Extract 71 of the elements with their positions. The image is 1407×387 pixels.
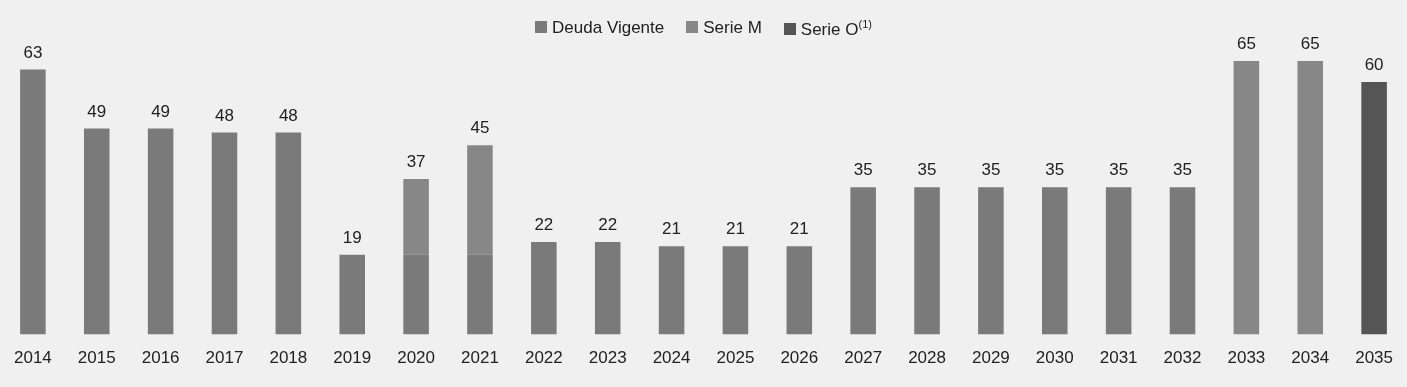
- x-tick-label: 2029: [971, 348, 1010, 368]
- x-tick-label: 2031: [1099, 348, 1138, 368]
- data-label: 35: [981, 160, 1001, 180]
- data-label: 22: [534, 215, 554, 235]
- total-label: 37: [406, 152, 426, 172]
- data-label: 21: [789, 219, 809, 239]
- data-label: 65: [1236, 34, 1256, 54]
- x-tick-label: 2019: [333, 348, 372, 368]
- bar: [275, 132, 302, 335]
- legend-label: Deuda Vigente: [552, 18, 665, 37]
- x-tick-label: 2016: [141, 348, 180, 368]
- bar: [211, 132, 238, 335]
- bar: [531, 242, 557, 335]
- x-tick-label: 2022: [524, 348, 563, 368]
- bar: [1169, 187, 1196, 335]
- data-label: 35: [1173, 160, 1192, 180]
- x-tick-label: 2021: [461, 348, 499, 368]
- bar: [403, 178, 429, 255]
- data-label: 49: [87, 101, 107, 121]
- data-label: 35: [1109, 160, 1129, 180]
- x-tick-label: 2030: [1035, 348, 1074, 368]
- bar: [1361, 82, 1387, 335]
- bar: [850, 187, 876, 335]
- bar: [594, 242, 621, 335]
- bar: [403, 254, 429, 335]
- data-label: 35: [917, 160, 937, 180]
- data-label: 60: [1364, 55, 1384, 75]
- bar: [914, 187, 940, 335]
- data-label: 21: [725, 219, 745, 239]
- data-label: 65: [1300, 34, 1320, 54]
- x-tick-label: 2024: [652, 348, 691, 368]
- bar: [786, 246, 813, 335]
- total-label: 45: [470, 118, 490, 138]
- legend-label: Serie O$^{(1)}$: [800, 18, 872, 39]
- bar: [1297, 61, 1324, 335]
- data-label: 19: [342, 227, 362, 247]
- bar: [978, 187, 1004, 335]
- bar: [339, 254, 365, 335]
- x-tick-label: 2032: [1163, 348, 1202, 368]
- x-tick-label: 2020: [397, 348, 436, 368]
- legend-label: Serie M: [703, 18, 762, 37]
- x-tick-label: 2033: [1227, 348, 1266, 368]
- bar: [467, 254, 493, 335]
- bar: [1233, 61, 1260, 335]
- x-tick-label: 2028: [908, 348, 946, 368]
- bar: [467, 145, 493, 255]
- x-tick-label: 2023: [588, 348, 627, 368]
- data-label: 21: [662, 219, 682, 239]
- x-tick-label: 2017: [205, 348, 244, 368]
- bar: [147, 128, 174, 335]
- data-label: 35: [1045, 160, 1065, 180]
- data-label: 48: [215, 105, 234, 125]
- bar: [83, 128, 110, 335]
- x-tick-label: 2035: [1355, 348, 1394, 368]
- bar: [722, 246, 749, 335]
- x-tick-label: 2025: [716, 348, 755, 368]
- x-tick-label: 2018: [269, 348, 308, 368]
- data-label: 48: [278, 105, 298, 125]
- data-label: 49: [151, 101, 171, 121]
- bar: [1105, 187, 1132, 335]
- x-tick-label: 2015: [77, 348, 116, 368]
- bar: [20, 69, 46, 335]
- data-label: 63: [23, 42, 43, 62]
- x-tick-label: 2014: [13, 348, 52, 368]
- bar: [658, 246, 685, 335]
- data-label: 35: [853, 160, 873, 180]
- x-tick-label: 2034: [1291, 348, 1330, 368]
- x-tick-label: 2027: [844, 348, 883, 368]
- bar: [1042, 187, 1068, 335]
- data-label: 22: [598, 215, 618, 235]
- x-tick-label: 2026: [780, 348, 819, 368]
